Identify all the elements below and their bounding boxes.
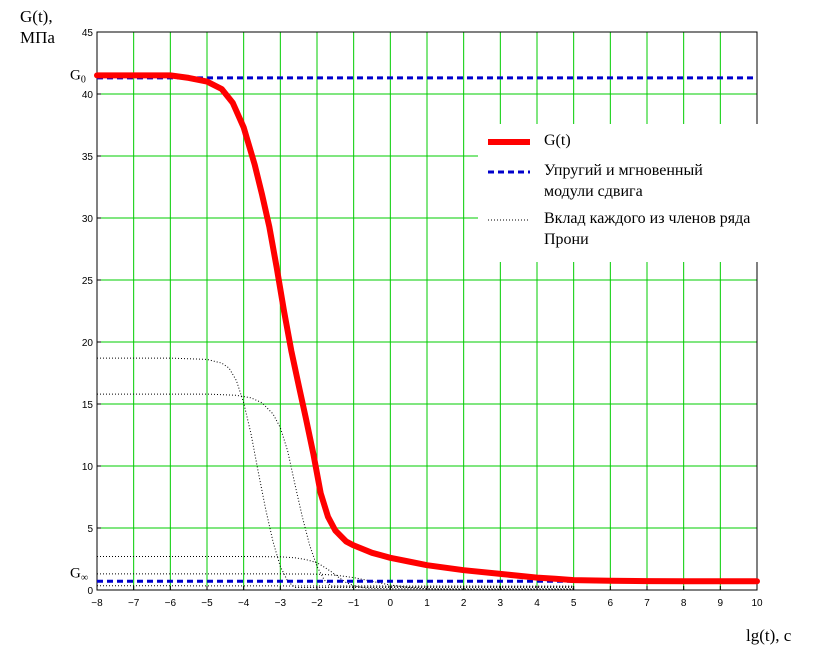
x-tick-label: 9 xyxy=(718,598,724,609)
series-line-6 xyxy=(97,573,574,590)
axes xyxy=(96,31,758,591)
y-tick-label: 20 xyxy=(82,338,94,349)
x-tick-label: −5 xyxy=(201,598,213,609)
x-tick-label: −6 xyxy=(165,598,177,609)
legend-label: G(t) xyxy=(544,132,571,149)
x-tick-label: −4 xyxy=(238,598,250,609)
legend-label: Вклад каждого из членов ряда Прони xyxy=(544,210,751,248)
x-tick-label: 7 xyxy=(644,598,650,609)
x-tick-label: −1 xyxy=(348,598,360,609)
x-tick-label: −3 xyxy=(275,598,287,609)
y-tick-label: 10 xyxy=(82,462,94,473)
y-tick-label: 35 xyxy=(82,152,94,163)
y-axis-label: G(t), МПа xyxy=(20,6,55,48)
x-tick-label: 0 xyxy=(388,598,394,609)
x-tick-label: 1 xyxy=(424,598,430,609)
legend-swatch-dashed xyxy=(486,165,532,177)
y-tick-label: 45 xyxy=(82,28,94,39)
x-tick-label: 6 xyxy=(608,598,614,609)
y-tick-label: 5 xyxy=(87,524,93,535)
x-tick-label: 2 xyxy=(461,598,467,609)
x-tick-label: 3 xyxy=(498,598,504,609)
x-tick-label: 5 xyxy=(571,598,577,609)
y-axis-label-line-1: G(t), xyxy=(20,7,53,26)
series-line-5 xyxy=(97,556,574,590)
g0-label: G0 xyxy=(70,68,86,86)
x-tick-label: −2 xyxy=(311,598,323,609)
annotations: G0 G∞ xyxy=(70,68,88,584)
x-tick-label: −7 xyxy=(128,598,140,609)
x-tick-label: −8 xyxy=(91,598,103,609)
series-layer xyxy=(94,72,760,590)
legend-item-moduli: Упругий и мгновенный модули сдвига xyxy=(486,160,756,202)
legend: G(t) Упругий и мгновенный модули сдвига … xyxy=(478,124,760,262)
legend-item-prony: Вклад каждого из членов ряда Прони xyxy=(486,208,756,250)
series-line-0 xyxy=(94,72,760,585)
y-tick-label: 0 xyxy=(87,586,93,597)
legend-item-g-t: G(t) xyxy=(486,130,571,151)
g-inf-label: G∞ xyxy=(70,565,88,583)
legend-swatch-dotted xyxy=(486,213,532,225)
series-line-3 xyxy=(97,357,574,588)
x-tick-label: 4 xyxy=(534,598,540,609)
legend-swatch-solid xyxy=(486,135,532,147)
y-tick-label: 25 xyxy=(82,276,94,287)
x-axis-label: lg(t), c xyxy=(746,626,792,645)
tick-labels: −8 −7 −6 −5 −4 −3 −2 −1 0 1 2 3 4 5 6 7 8 9 10051015202530… xyxy=(82,28,763,609)
legend-label: Упругий и мгновенный модули сдвига xyxy=(544,162,703,200)
y-tick-label: 30 xyxy=(82,214,94,225)
y-tick-label: 15 xyxy=(82,400,94,411)
x-tick-label: 10 xyxy=(751,598,763,609)
y-axis-label-line-2: МПа xyxy=(20,28,55,47)
grid xyxy=(97,32,757,590)
x-tick-label: 8 xyxy=(681,598,687,609)
y-tick-label: 40 xyxy=(82,90,94,101)
